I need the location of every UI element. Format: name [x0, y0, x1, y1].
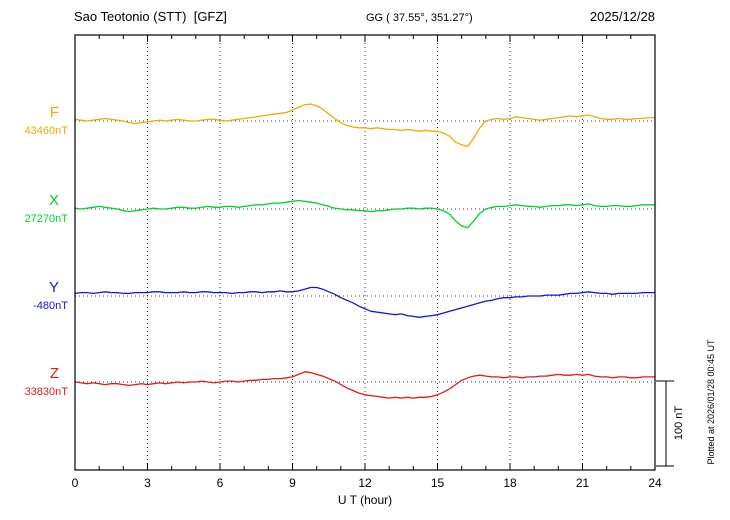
x-tick-label: 3 — [144, 476, 151, 490]
x-tick-label: 9 — [289, 476, 296, 490]
trace-Z — [74, 371, 656, 399]
x-tick-label: 0 — [72, 476, 79, 490]
series-letter-Z: Z — [49, 365, 59, 382]
geo-coordinates: GG ( 37.55°, 351.27°) — [366, 12, 473, 24]
series-letter-X: X — [48, 192, 59, 209]
trace-Y — [74, 286, 656, 318]
x-tick-label: 21 — [576, 476, 590, 490]
plot-frame — [74, 34, 656, 471]
plot-date: 2025/12/28 — [589, 9, 655, 24]
series-letter-F: F — [49, 104, 59, 121]
x-tick-label: 12 — [358, 476, 372, 490]
series-label-F: F 43460nT — [4, 105, 68, 137]
scalebar-label: 100 nT — [673, 405, 685, 441]
series-baseline-F: 43460nT — [24, 125, 68, 137]
series-label-Z: Z 33830nT — [4, 366, 68, 398]
x-tick-label: 15 — [431, 476, 445, 490]
series-baseline-Z: 33830nT — [24, 386, 68, 398]
plotted-timestamp: Plotted at 2026/01/28 00:45 UT — [706, 339, 716, 465]
x-tick-label: 24 — [648, 476, 662, 490]
station-title: Sao Teotonio (STT) [GFZ] — [74, 9, 227, 24]
x-axis-label: U T (hour) — [337, 493, 393, 507]
x-tick-label: 18 — [503, 476, 517, 490]
series-label-Y: Y -480nT — [4, 280, 68, 312]
series-baseline-X: 27270nT — [24, 213, 68, 225]
trace-X — [74, 199, 656, 229]
series-label-X: X 27270nT — [4, 193, 68, 225]
series-letter-Y: Y — [48, 279, 59, 296]
series-baseline-Y: -480nT — [33, 300, 68, 312]
trace-F — [74, 103, 656, 148]
x-tick-label: 6 — [217, 476, 224, 490]
